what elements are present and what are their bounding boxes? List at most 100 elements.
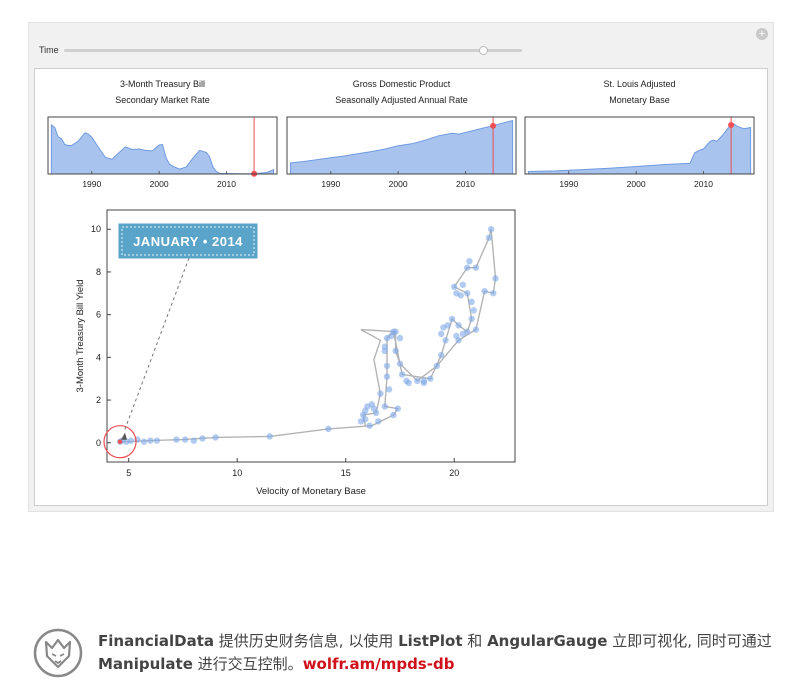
mini-xtick-label: 2010 [694, 179, 713, 189]
data-point [390, 411, 397, 419]
data-point [464, 290, 471, 297]
data-point [433, 362, 441, 370]
data-point [396, 334, 404, 342]
data-point [266, 433, 273, 440]
mini-title-line-1: 3-Month Treasury Bill [120, 79, 205, 89]
data-point [381, 403, 388, 410]
current-highlight-circle [103, 425, 137, 459]
data-point [442, 337, 449, 344]
mini-xtick-label: 2000 [389, 179, 408, 189]
time-marker-point [728, 122, 735, 129]
mini-chart-monetary-base: St. Louis Adjusted Monetary Base 1990 2000 2… [524, 79, 755, 189]
data-point [370, 405, 378, 412]
mini-area-series [50, 123, 275, 175]
data-point [375, 418, 382, 425]
annotation-leader [123, 257, 190, 432]
mini-xtick-label: 1990 [82, 179, 101, 189]
wolfram-logo-icon [33, 628, 83, 678]
data-point [427, 375, 434, 382]
data-point [377, 390, 384, 397]
data-point [381, 343, 388, 350]
time-slider-track[interactable] [64, 49, 522, 52]
mini-title-line-1: St. Louis Adjusted [603, 79, 675, 89]
mini-frame [524, 116, 755, 175]
data-point [451, 283, 458, 291]
data-point [396, 360, 404, 367]
scatter-ytick-label: 6 [96, 310, 101, 320]
data-point [398, 371, 406, 378]
mini-xtick-label: 1990 [559, 179, 578, 189]
mini-title-line-2: Seasonally Adjusted Annual Rate [335, 95, 468, 105]
data-point [127, 437, 135, 444]
scatter-xtick-label: 20 [449, 468, 459, 478]
scatter-ylabel: 3-Month Treasury Bill Yield [75, 280, 86, 393]
data-point [153, 437, 161, 444]
data-point [472, 264, 480, 271]
data-point [468, 298, 475, 306]
mini-xtick-label: 1990 [321, 179, 340, 189]
footer-caption: FinancialData 提供历史财务信息, 以使用 ListPlot 和 A… [98, 630, 788, 676]
scatter-xlabel: Velocity of Monetary Base [256, 486, 366, 497]
slider-label: Time [39, 45, 59, 55]
data-point [485, 234, 493, 241]
footer-text-3: 立即可视化, 同时可通过 [607, 632, 772, 650]
data-point [470, 307, 477, 314]
scatter-ytick-label: 2 [96, 395, 101, 405]
data-point [420, 379, 428, 387]
mini-area-series [527, 123, 752, 175]
data-point [453, 290, 460, 297]
mini-chart-gdp: Gross Domestic Product Seasonally Adjuste… [286, 79, 517, 189]
data-point [173, 436, 180, 443]
add-icon[interactable]: + [756, 28, 768, 40]
data-point [392, 328, 399, 335]
data-point [181, 436, 189, 443]
data-point [392, 347, 399, 355]
data-point [459, 281, 467, 288]
footer-text-1: 提供历史财务信息, 以使用 [214, 632, 399, 650]
data-point [490, 290, 497, 297]
data-point [448, 315, 456, 323]
footer-brand: FinancialData [98, 632, 215, 650]
scatter-xtick-label: 15 [341, 468, 351, 478]
scatter-xtick-label: 5 [126, 468, 131, 478]
data-point [455, 322, 462, 329]
mini-xtick-label: 2010 [217, 179, 236, 189]
data-point [147, 437, 154, 444]
mini-frame [286, 116, 517, 175]
data-point [472, 326, 480, 333]
mini-title-line-2: Monetary Base [609, 95, 670, 105]
data-point [492, 275, 499, 282]
time-slider-thumb[interactable] [479, 46, 488, 55]
data-point [468, 315, 475, 323]
footer-fn-listplot: ListPlot [398, 632, 463, 650]
data-point [487, 226, 495, 233]
scatter-chart: 5 10 15 20 0 2 4 6 8 10 Velocity of Monetary Base 3… [75, 209, 516, 497]
footer-fn-angulargauge: AngularGauge [487, 632, 608, 650]
chart-panel: 3-Month Treasury Bill Secondary Market Ra… [34, 68, 768, 506]
data-point [455, 337, 462, 344]
data-point [444, 322, 451, 329]
footer-fn-manipulate: Manipulate [98, 655, 193, 673]
data-point [414, 377, 421, 385]
data-point [464, 264, 471, 271]
footer-text-2: 和 [462, 632, 488, 650]
data-point [325, 425, 332, 433]
data-point [190, 437, 198, 444]
data-point [383, 373, 391, 380]
current-marker-arrow [121, 432, 128, 440]
mini-area-series [289, 119, 514, 175]
data-point [383, 362, 391, 370]
annotation-inner-border [121, 226, 255, 256]
data-point [362, 416, 369, 423]
data-point [212, 434, 219, 441]
scatter-xtick-label: 10 [232, 468, 242, 478]
mini-chart-treasury: 3-Month Treasury Bill Secondary Market Ra… [47, 79, 278, 189]
data-point [481, 287, 488, 295]
scatter-ytick-label: 0 [96, 438, 101, 448]
scatter-ytick-label: 10 [91, 224, 101, 234]
data-point [438, 330, 445, 338]
mini-frame [47, 116, 278, 175]
time-marker-point [490, 122, 497, 129]
footer-link[interactable]: wolfr.am/mpds-db [302, 655, 455, 673]
data-point [366, 422, 373, 429]
